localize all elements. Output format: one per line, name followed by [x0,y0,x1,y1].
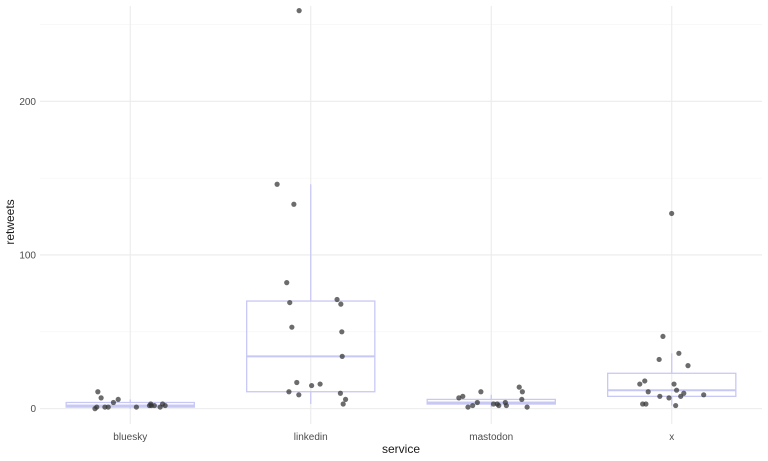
data-point [317,381,323,387]
data-point [643,401,649,407]
data-point [102,404,108,410]
data-point [296,8,302,14]
x-tick-label: mastodon [469,432,513,443]
data-point [162,402,168,409]
data-point [519,396,525,403]
data-point [645,389,651,395]
data-point [337,390,343,396]
data-point [478,389,484,395]
data-point [524,404,530,410]
y-axis-title: retweets [3,199,17,244]
x-tick-label: x [669,432,674,443]
data-point [470,402,476,409]
data-point [339,353,345,359]
data-point [294,379,300,386]
data-point [660,333,666,340]
data-point [666,395,672,401]
data-point [456,395,462,401]
data-point [98,395,104,401]
x-tick-label: linkedin [294,432,328,443]
data-point [701,392,707,398]
data-point [340,401,346,407]
data-point [309,382,315,389]
data-point [685,363,691,369]
data-point [286,389,292,395]
data-point [95,389,101,395]
data-point [519,389,525,395]
box-linkedin [246,184,376,405]
boxes [65,184,737,409]
x-tick-label: bluesky [113,432,147,443]
data-point [673,387,680,393]
data-points [92,8,707,412]
y-tick-label: 100 [19,250,36,261]
y-tick-label: 0 [30,404,36,415]
data-point [284,280,290,286]
data-point [676,350,682,356]
data-point [673,402,679,409]
data-point [657,393,663,399]
data-point [503,402,509,409]
data-point [642,378,648,384]
grid-lines [40,6,762,424]
data-point [287,299,293,306]
data-point [671,381,677,387]
data-point [669,210,675,217]
data-point [296,392,302,398]
y-tick-labels: 0 100 200 [19,97,36,415]
data-point [516,384,522,390]
data-point [496,402,502,409]
x-tick-labels: bluesky linkedin mastodon x [113,432,674,443]
data-point [115,396,121,403]
data-point [637,381,643,387]
data-point [92,406,98,412]
box-bluesky [65,399,195,409]
y-tick-label: 200 [19,97,36,108]
data-point [339,329,345,335]
data-point [110,399,117,406]
box-body [607,372,737,397]
data-point [148,402,154,409]
data-point [474,399,480,406]
data-point [338,301,344,307]
data-point [274,181,280,187]
data-point [656,356,662,363]
data-point [342,396,349,403]
data-point [678,393,684,399]
data-point [490,401,497,407]
data-point [133,404,139,410]
box-body [246,300,376,393]
box-x [607,353,737,406]
x-axis-title: service [382,442,420,456]
data-point [289,324,295,330]
data-point [465,404,471,410]
data-point [460,393,466,399]
data-point [334,296,340,303]
data-point [157,404,163,410]
data-point [291,201,297,207]
